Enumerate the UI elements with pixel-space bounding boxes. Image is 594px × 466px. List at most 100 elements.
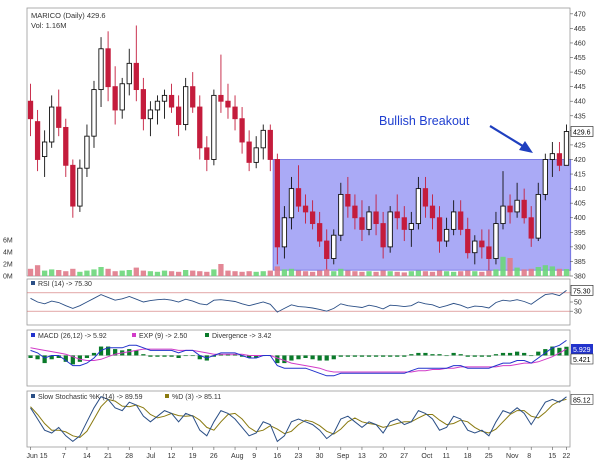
candle-body (345, 193, 351, 207)
candle (366, 206, 372, 236)
signal-legend-label: EXP (9) -> 2.50 (139, 333, 187, 340)
consolidation-box (272, 159, 572, 271)
volume-bar (98, 267, 104, 276)
volume-bar (260, 271, 266, 276)
candle (112, 66, 118, 125)
divergence-bar (395, 355, 400, 357)
candle (302, 194, 309, 224)
volume-bar (63, 271, 69, 276)
candle (317, 211, 323, 247)
candle (338, 182, 344, 242)
volume-bar (302, 271, 309, 276)
volume-bar (41, 270, 48, 276)
divergence-legend-swatch (205, 333, 209, 337)
candle (77, 159, 83, 212)
divergence-bar (352, 355, 358, 357)
candle-body (98, 48, 104, 91)
x-tick-label: 18 (464, 453, 472, 460)
candle (190, 72, 196, 113)
candle (443, 217, 450, 247)
candle-body (465, 228, 471, 254)
candle-body (394, 211, 400, 219)
candle (161, 89, 168, 119)
arrow-icon (489, 125, 533, 153)
candle-body (63, 126, 69, 166)
divergence-bar (514, 351, 520, 356)
candle (514, 182, 520, 218)
volume-bar (338, 268, 344, 276)
candle (34, 109, 41, 172)
volume-bar (458, 271, 464, 276)
candle-body (443, 228, 450, 242)
candle (91, 80, 97, 148)
candle-body (486, 246, 492, 259)
candle-body (260, 129, 266, 149)
divergence-bar (486, 355, 492, 357)
x-tick-label: 22 (562, 453, 570, 460)
volume-bar (225, 270, 231, 276)
volume-bar (140, 270, 147, 276)
volume-bar (253, 271, 259, 276)
candle (387, 206, 393, 253)
divergence-bar (169, 355, 174, 357)
candle (472, 235, 478, 265)
stoch-d-legend-label: %D (3) -> 85.11 (172, 394, 221, 401)
volume-bar (246, 271, 252, 276)
divergence-bar (77, 355, 83, 362)
x-tick-label: 7 (62, 453, 66, 460)
volume-bar (154, 271, 161, 276)
x-tick-label: Jun 15 (27, 453, 48, 460)
rsi-last-marker (570, 285, 594, 296)
macd-last-label: 5.929 (573, 347, 591, 354)
divergence-bar (359, 355, 365, 357)
x-tick-label: 26 (210, 453, 218, 460)
x-tick-label: 19 (189, 453, 197, 460)
volume-bar (317, 270, 323, 276)
candle (225, 83, 231, 119)
divergence-bar (465, 355, 470, 357)
candle (84, 124, 90, 177)
divergence-bar (162, 355, 167, 357)
divergence-bar (42, 355, 47, 364)
volume-bar (380, 270, 386, 276)
candle-body (27, 100, 34, 120)
volume-bar (359, 271, 365, 276)
divergence-bar (324, 355, 329, 361)
candle-body (140, 89, 146, 120)
volume-bar (56, 270, 62, 276)
volume-bar (274, 266, 280, 276)
stoch-k-legend-label: Slow Stochastic %K (14) -> 89.59 (38, 394, 143, 401)
divergence-bar (507, 352, 513, 356)
rsi-line (30, 290, 567, 313)
divergence-bar (409, 354, 414, 356)
candle (105, 31, 111, 102)
stoch-d-legend-swatch (165, 394, 169, 398)
volume-bar (387, 271, 393, 276)
divergence-bar (458, 354, 463, 356)
candle (175, 95, 182, 137)
volume-bar (126, 270, 132, 276)
candle (380, 211, 386, 259)
candle-body (161, 94, 168, 102)
divergence-bar (127, 349, 132, 356)
divergence-bar (331, 355, 336, 360)
macd-legend: MACD (26,12) -> 5.92 EXP (9) -> 2.50 Diver… (31, 333, 271, 340)
price-tick-label: 465 (574, 26, 586, 33)
macd-last-marker (571, 344, 593, 354)
signal-last-label: 5.421 (573, 357, 591, 364)
candle-body (49, 106, 55, 143)
price-tick-label: 380 (574, 274, 586, 281)
candle-body (493, 223, 499, 259)
volume-bar (295, 270, 302, 276)
volume-bar (168, 271, 175, 276)
volume-bar (218, 264, 224, 276)
candle-body (352, 205, 358, 219)
divergence-bar (338, 355, 343, 357)
x-tick-label: Aug (231, 453, 244, 460)
price-tick-label: 470 (574, 11, 586, 18)
volume-bar (204, 271, 210, 276)
candle-body (514, 199, 520, 213)
candle (458, 200, 464, 236)
volume-tick-label: 4M (3, 250, 13, 257)
